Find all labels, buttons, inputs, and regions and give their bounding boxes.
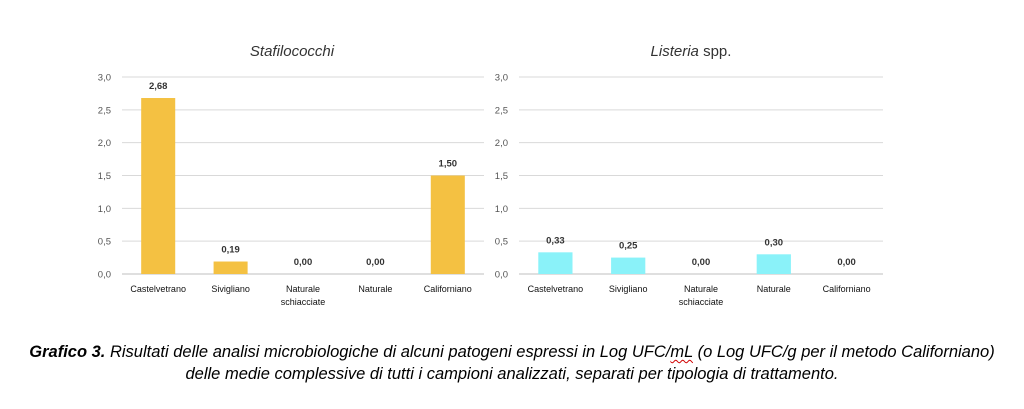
bar (538, 252, 573, 274)
x-tick-line: Naturale (684, 284, 718, 294)
caption-label: Grafico 3. (29, 343, 106, 361)
x-tick-line: schiacciate (281, 297, 326, 307)
data-label: 0,00 (294, 257, 313, 268)
y-tick-label: 1,5 (495, 171, 508, 182)
y-tick-label: 1,0 (98, 204, 111, 215)
y-tick-label: 0,0 (98, 270, 111, 281)
x-tick-label: Sivigliano (609, 284, 648, 294)
data-label: 0,30 (765, 237, 784, 248)
data-label: 0,00 (366, 257, 385, 268)
x-tick-label: Naturale (757, 284, 791, 294)
x-tick-label: Californiano (823, 284, 871, 294)
chart-title-italic: Stafilococchi (250, 43, 335, 60)
x-tick-line: Naturale (286, 284, 320, 294)
x-tick-label: Naturale schiacciate (281, 284, 326, 307)
data-label: 1,50 (439, 159, 458, 170)
y-tick-label: 3,0 (495, 73, 508, 84)
chart-1: Stafilococchi 0,0 0,5 1,0 1,5 2,0 2,5 3,0 2,68 Ca… (98, 43, 484, 307)
y-tick-label: 0,5 (98, 237, 111, 248)
bar (756, 254, 791, 274)
chart-title-italic: Listeria (651, 43, 699, 60)
x-tick-line: Castelvetrano (130, 284, 186, 294)
caption-text-after: (o Log UFC/g per il metodo Californiano)… (185, 343, 995, 383)
data-label: 0,25 (619, 241, 638, 252)
chart-title: Listeria spp. (651, 43, 732, 60)
x-tick-line: Californiano (424, 284, 472, 294)
x-tick-label: Castelvetrano (528, 284, 584, 294)
bar (430, 175, 465, 274)
data-label: 0,19 (221, 245, 240, 256)
y-tick-label: 1,5 (98, 171, 111, 182)
caption-unit-spellcheck: mL (670, 343, 693, 361)
x-tick-label: Sivigliano (211, 284, 250, 294)
x-tick-label: Castelvetrano (130, 284, 186, 294)
figure-caption: Grafico 3. Risultati delle analisi micro… (20, 341, 1004, 385)
y-tick-label: 0,0 (495, 270, 508, 281)
chart-title-rest: spp. (699, 43, 732, 60)
data-label: 0,00 (692, 257, 711, 268)
x-tick-line: Naturale (757, 284, 791, 294)
y-tick-label: 2,0 (495, 138, 508, 149)
bar (213, 261, 248, 274)
caption-text-before: Risultati delle analisi microbiologiche … (105, 343, 671, 361)
x-tick-line: Castelvetrano (528, 284, 584, 294)
x-tick-label: Naturale (358, 284, 392, 294)
chart-2: Listeria spp. 0,0 0,5 1,0 1,5 2,0 2,5 3,0 0,33 Ca… (495, 43, 883, 307)
x-tick-line: schiacciate (679, 297, 724, 307)
x-tick-line: Naturale (358, 284, 392, 294)
x-tick-line: Sivigliano (211, 284, 250, 294)
bar (141, 98, 176, 274)
y-tick-label: 0,5 (495, 237, 508, 248)
x-tick-label: Californiano (424, 284, 472, 294)
charts-figure: Stafilococchi 0,0 0,5 1,0 1,5 2,0 2,5 3,0 2,68 Ca… (98, 43, 883, 307)
y-tick-label: 1,0 (495, 204, 508, 215)
x-tick-line: Sivigliano (609, 284, 648, 294)
data-label: 2,68 (149, 81, 168, 92)
y-tick-label: 2,0 (98, 138, 111, 149)
data-label: 0,33 (546, 235, 565, 246)
y-tick-label: 2,5 (495, 105, 508, 116)
bar (611, 257, 646, 274)
y-tick-label: 3,0 (98, 73, 111, 84)
x-tick-line: Californiano (823, 284, 871, 294)
chart-title: Stafilococchi (250, 43, 335, 60)
data-label: 0,00 (837, 257, 856, 268)
y-tick-label: 2,5 (98, 105, 111, 116)
x-tick-label: Naturale schiacciate (679, 284, 724, 307)
